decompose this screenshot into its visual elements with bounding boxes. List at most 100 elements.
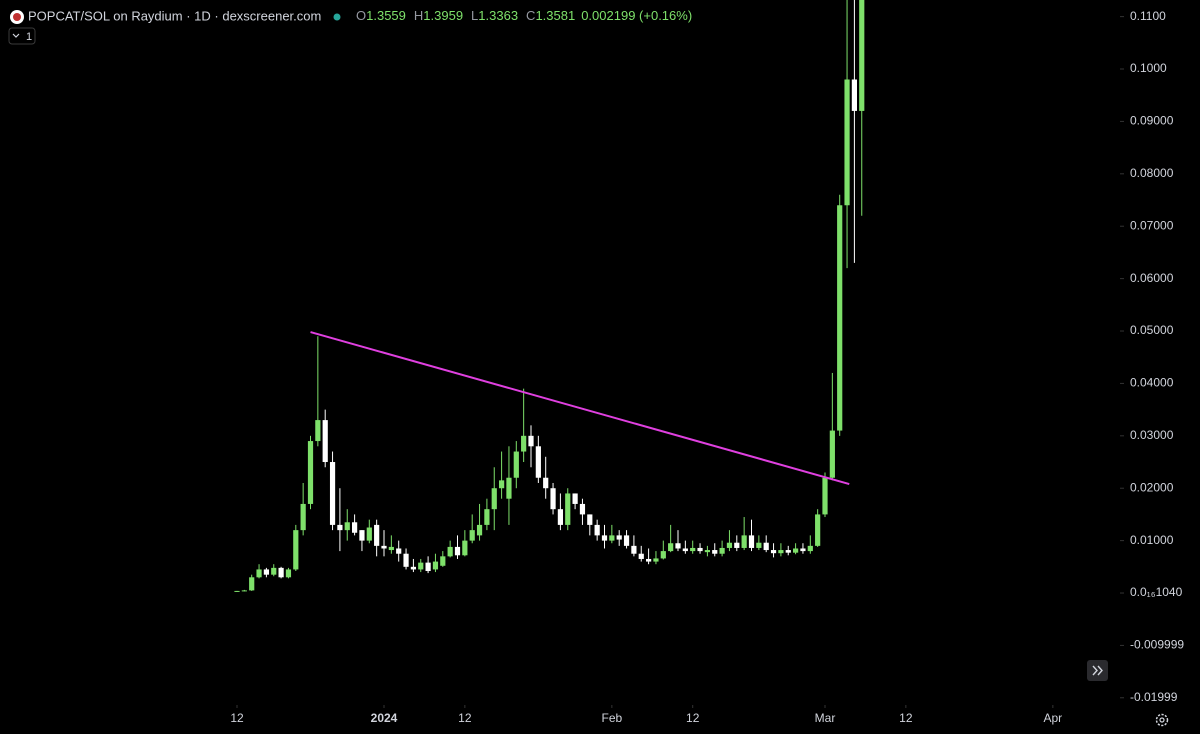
candle-body (690, 547, 696, 552)
candle-body (646, 558, 652, 562)
scroll-button[interactable] (1087, 660, 1108, 681)
x-tick-label: Feb (602, 711, 623, 725)
gear-center (1159, 717, 1165, 723)
candle-body (425, 562, 431, 572)
candle-body (616, 535, 622, 540)
candle-body (521, 435, 527, 452)
candle-body (432, 561, 439, 570)
candle-body (726, 542, 733, 548)
candle-body (249, 577, 255, 591)
ohlc-key: O (356, 8, 366, 23)
candle-body (859, 0, 865, 111)
candle-body (263, 569, 270, 575)
candle-body (550, 488, 556, 510)
candle-body (329, 462, 336, 525)
header: POPCAT/SOL on Raydium · 1D · dexscreener… (8, 8, 692, 45)
candle-body (447, 546, 453, 557)
candle-body (579, 503, 586, 515)
y-tick-label: 0.02000 (1130, 480, 1174, 494)
y-tick-label: 0.1100 (1130, 9, 1166, 23)
plot-area (234, 0, 865, 592)
x-tick-label: Apr (1044, 711, 1063, 725)
candle-body (293, 530, 299, 570)
candle-body (675, 543, 681, 549)
candle-body (807, 545, 813, 552)
candle-body (623, 535, 630, 546)
candle-body (476, 524, 483, 536)
ohlc-value: 1.3581 (535, 8, 575, 23)
change-value: 0.002199 (+0.16%) (581, 8, 692, 23)
candle-body (697, 547, 703, 552)
candle-body (800, 548, 806, 552)
gear-icon[interactable] (1155, 713, 1169, 727)
candle-body (572, 493, 578, 504)
candle-body (528, 435, 534, 447)
interval-label[interactable]: 1 (26, 31, 32, 43)
candle-body (741, 535, 747, 548)
candle-body (396, 548, 402, 554)
candle-body (631, 545, 637, 554)
candle-body (793, 548, 799, 553)
candle-body (763, 542, 769, 551)
candle-body (756, 542, 762, 548)
y-tick-label: -0.01999 (1130, 690, 1178, 704)
double-chevron-icon (1092, 665, 1103, 676)
interval-button[interactable] (8, 27, 36, 45)
candle-body (682, 548, 688, 552)
candle-body (315, 420, 321, 442)
candle-body (374, 524, 380, 546)
candle-body (719, 547, 725, 554)
candle-body (513, 451, 519, 478)
candle-body (822, 477, 828, 515)
candle-body (403, 553, 409, 567)
candle-body (785, 550, 791, 553)
settings-button[interactable] (1155, 713, 1169, 727)
ohlc-value: 1.3363 (478, 8, 518, 23)
candle-body (484, 509, 490, 525)
ohlc-key: C (526, 8, 535, 23)
y-tick-label: 0.03000 (1130, 428, 1174, 442)
y-tick-label: 0.04000 (1130, 376, 1174, 390)
candle-body (256, 569, 262, 578)
candle-body (454, 546, 461, 556)
candle-body (418, 562, 424, 570)
candle-body (352, 522, 358, 533)
candle-body (815, 514, 821, 546)
y-tick-label: 0.05000 (1130, 323, 1174, 337)
candle-body (748, 535, 755, 548)
candle-body (307, 441, 314, 504)
y-tick-label: 0.06000 (1130, 271, 1174, 285)
ohlc-key: H (414, 8, 423, 23)
ohlc-key: L (471, 8, 478, 23)
x-tick-label: Mar (815, 711, 836, 725)
y-tick-label: 0.1000 (1130, 61, 1167, 75)
y-tick-label: 0.08000 (1130, 166, 1174, 180)
y-tick-label: 0.07000 (1130, 218, 1174, 232)
candle-body (844, 79, 850, 206)
trend-line (310, 331, 850, 485)
candle-body (712, 550, 718, 554)
candle-body (851, 79, 858, 111)
candle-body (668, 543, 674, 552)
x-tick-label: 12 (230, 711, 244, 725)
ohlc-value: 1.3559 (366, 8, 406, 23)
candle-body (660, 551, 666, 559)
candle-body (469, 530, 475, 541)
candle-body (565, 493, 571, 525)
candle-body (234, 590, 240, 592)
y-tick-label: 0.09000 (1130, 114, 1174, 128)
token-icon-inner (13, 13, 21, 21)
x-tick-label: 12 (686, 711, 700, 725)
candle-body (271, 567, 277, 575)
candle-body (557, 509, 564, 525)
candle-body (587, 514, 593, 525)
candle-body (770, 550, 777, 554)
candle-body (829, 430, 835, 478)
y-tick-label: -0.009999 (1130, 638, 1184, 652)
candle-body (704, 550, 711, 553)
chevron-icon (12, 33, 20, 38)
candle-body (285, 569, 292, 578)
candle-body (837, 205, 843, 431)
